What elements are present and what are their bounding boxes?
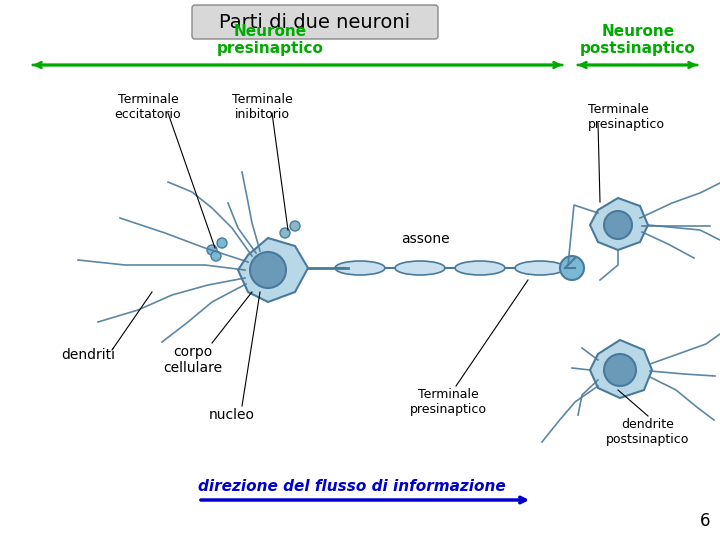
Circle shape	[217, 238, 227, 248]
Text: Terminale
inibitorio: Terminale inibitorio	[232, 93, 292, 121]
Ellipse shape	[335, 261, 385, 275]
Ellipse shape	[515, 261, 565, 275]
Text: Parti di due neuroni: Parti di due neuroni	[220, 12, 410, 31]
Text: dendriti: dendriti	[61, 348, 115, 362]
Text: direzione del flusso di informazione: direzione del flusso di informazione	[198, 479, 505, 494]
Text: Neurone
presinaptico: Neurone presinaptico	[217, 24, 323, 56]
Polygon shape	[590, 340, 652, 398]
Text: Terminale
presinaptico: Terminale presinaptico	[588, 103, 665, 131]
Circle shape	[250, 252, 286, 288]
Circle shape	[207, 245, 217, 255]
Text: dendrite
postsinaptico: dendrite postsinaptico	[606, 418, 690, 446]
Text: nucleo: nucleo	[209, 408, 255, 422]
Text: Neurone
postsinaptico: Neurone postsinaptico	[580, 24, 696, 56]
Polygon shape	[238, 238, 308, 302]
Circle shape	[560, 256, 584, 280]
Circle shape	[604, 354, 636, 386]
Text: Terminale
presinaptico: Terminale presinaptico	[410, 388, 487, 416]
Circle shape	[604, 211, 632, 239]
Ellipse shape	[395, 261, 445, 275]
Circle shape	[290, 221, 300, 231]
Text: corpo
cellulare: corpo cellulare	[163, 345, 222, 375]
Circle shape	[211, 251, 221, 261]
Polygon shape	[590, 198, 648, 250]
Ellipse shape	[455, 261, 505, 275]
Text: assone: assone	[401, 232, 449, 246]
Circle shape	[280, 228, 290, 238]
Text: 6: 6	[700, 512, 710, 530]
FancyBboxPatch shape	[192, 5, 438, 39]
Text: Terminale
eccitatorio: Terminale eccitatorio	[114, 93, 181, 121]
